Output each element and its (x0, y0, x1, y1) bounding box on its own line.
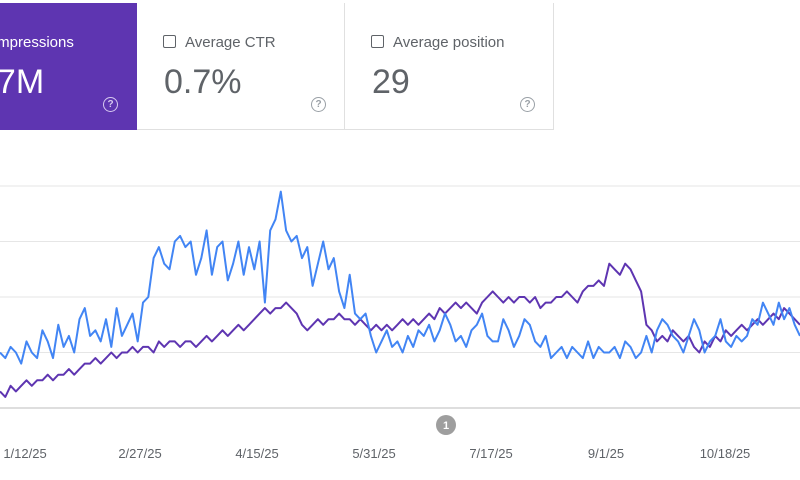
annotation-marker (436, 415, 456, 435)
help-icon[interactable]: ? (311, 97, 326, 112)
ctr-value: 0.7% (164, 63, 242, 101)
position-value: 29 (372, 63, 410, 101)
x-tick-label: 9/1/25 (588, 446, 624, 461)
ctr-label: Average CTR (185, 34, 276, 51)
ctr-checkbox[interactable] (163, 35, 176, 48)
x-tick-label: 2/27/25 (118, 446, 161, 461)
ctr-card[interactable]: Average CTR 0.7% ? (137, 3, 345, 130)
help-icon[interactable]: ? (103, 97, 118, 112)
x-tick-label: 4/15/25 (235, 446, 278, 461)
x-tick-label: 5/31/25 (352, 446, 395, 461)
metric-cards: al impressions 47M ? Average CTR 0.7% ? … (0, 0, 800, 131)
impressions-card[interactable]: al impressions 47M ? (0, 3, 137, 130)
position-card[interactable]: Average position 29 ? (345, 3, 554, 130)
help-icon[interactable]: ? (520, 97, 535, 112)
impressions-value: 47M (0, 63, 45, 101)
x-tick-label: 1/12/25 (3, 446, 46, 461)
position-checkbox[interactable] (371, 35, 384, 48)
annotation-label: 1 (443, 420, 449, 432)
series-line-position (0, 262, 800, 398)
position-label: Average position (393, 34, 505, 51)
x-tick-label: 10/18/25 (700, 446, 751, 461)
impressions-label: al impressions (0, 34, 74, 51)
series-line-impressions (0, 190, 800, 365)
x-tick-label: 7/17/25 (469, 446, 512, 461)
